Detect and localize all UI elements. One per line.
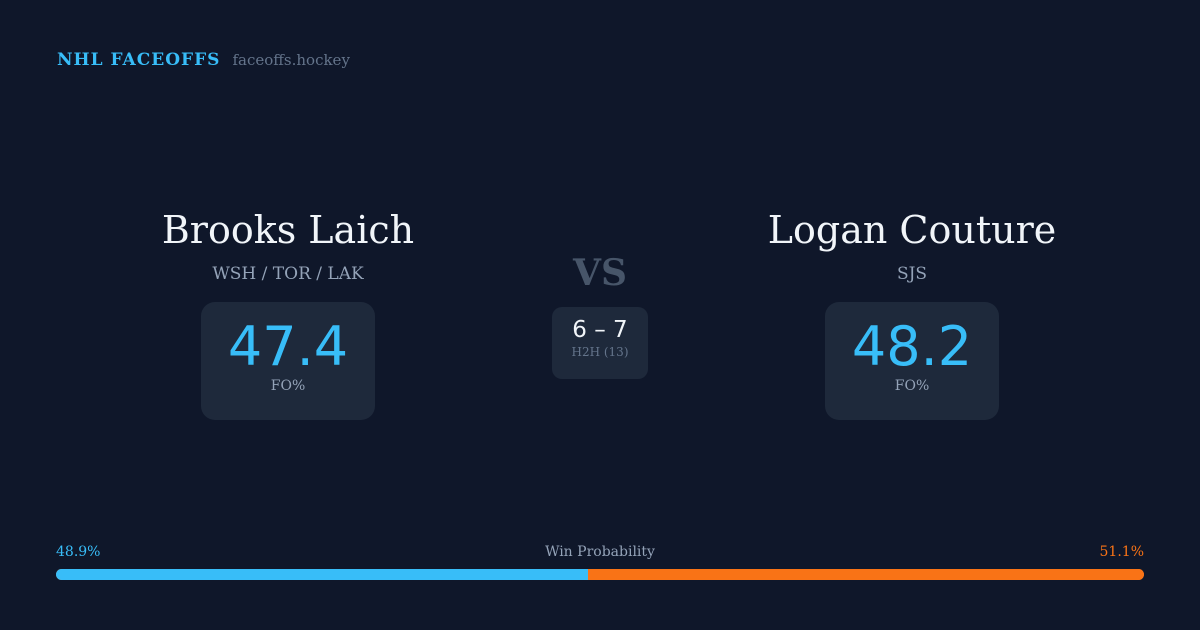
win-probability: 48.9% Win Probability 51.1%: [56, 544, 1144, 580]
brand-url: faceoffs.hockey: [232, 51, 350, 69]
fo-percent: 47.4: [227, 315, 349, 378]
player-1: Brooks Laich WSH / TOR / LAK 47.4 FO%: [78, 208, 498, 420]
player-teams: WSH / TOR / LAK: [212, 264, 364, 284]
fo-label: FO%: [894, 378, 930, 394]
player-name: Brooks Laich: [161, 208, 415, 252]
h2h-label: H2H (13): [571, 345, 629, 359]
probability-bar-right: [588, 569, 1144, 580]
player-name: Logan Couture: [767, 208, 1057, 252]
fo-percent: 48.2: [851, 315, 973, 378]
probability-bar-left: [56, 569, 589, 580]
h2h-score: 6 – 7: [572, 317, 628, 343]
fo-card: 47.4 FO%: [201, 302, 375, 420]
brand: NHL FACEOFFS faceoffs.hockey: [57, 50, 350, 70]
fo-label: FO%: [270, 378, 306, 394]
fo-card: 48.2 FO%: [825, 302, 999, 420]
brand-name: NHL FACEOFFS: [57, 50, 221, 70]
probability-bar: [56, 569, 1144, 580]
player-teams: SJS: [896, 264, 928, 284]
vs-label: VS: [573, 252, 627, 294]
player-2: Logan Couture SJS 48.2 FO%: [702, 208, 1122, 420]
left-probability: 48.9%: [56, 544, 101, 560]
h2h-card: 6 – 7 H2H (13): [552, 307, 648, 379]
probability-label: Win Probability: [545, 544, 655, 560]
right-probability: 51.1%: [1099, 544, 1144, 560]
